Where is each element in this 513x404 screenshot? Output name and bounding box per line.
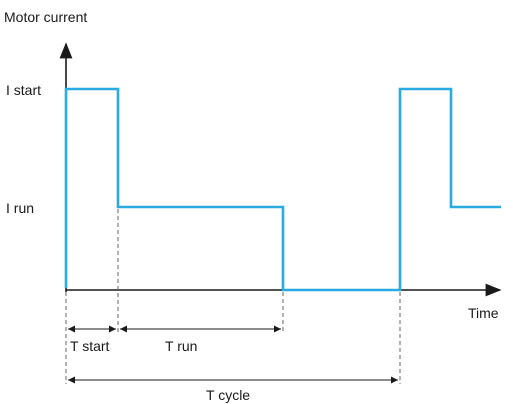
i-run-label: I run	[6, 200, 34, 216]
t-cycle-label: T cycle	[206, 387, 250, 403]
y-axis-title: Motor current	[4, 9, 87, 25]
t-run-label: T run	[165, 338, 197, 354]
t-start-label: T start	[70, 338, 110, 354]
current-waveform	[64, 87, 501, 292]
x-axis-title: Time	[468, 305, 499, 321]
i-start-label: I start	[6, 82, 41, 98]
